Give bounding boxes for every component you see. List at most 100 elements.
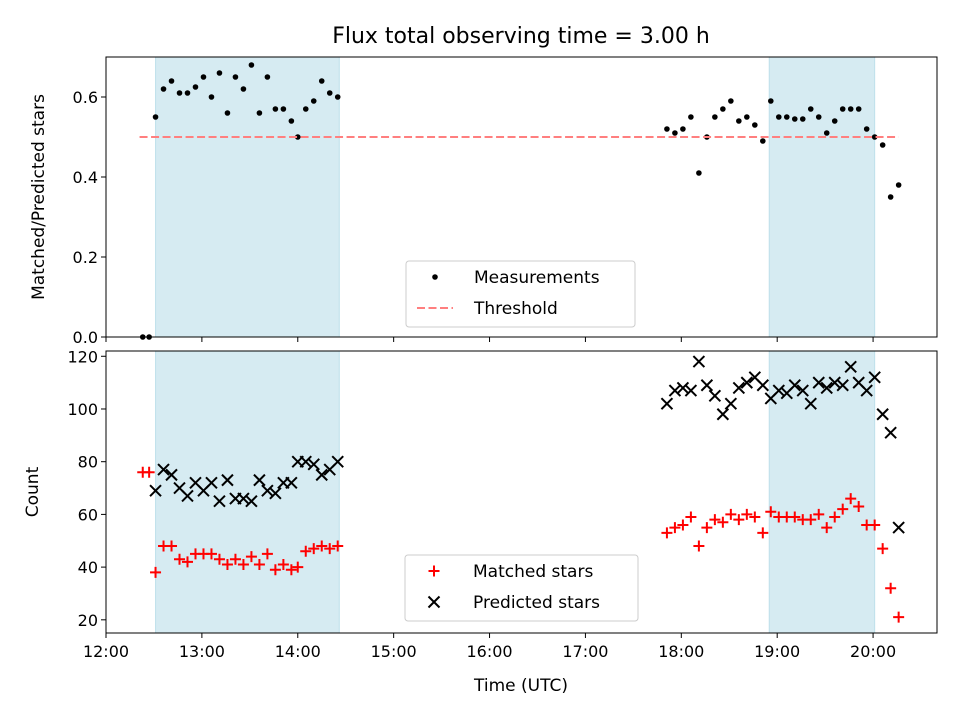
matched-stars-point-10 (213, 553, 225, 565)
bot-y-tick-label-1: 40 (78, 558, 98, 577)
measurements-point-3 (160, 86, 167, 92)
measurements-point-32 (712, 114, 718, 120)
matched-stars-point-24 (324, 543, 336, 555)
matched-stars-point-15 (253, 558, 265, 570)
measurements-point-29 (688, 114, 694, 120)
predicted-stars-point-49 (860, 384, 873, 397)
bot-y-tick-label-3: 80 (78, 453, 98, 472)
measurements-point-39 (768, 98, 774, 104)
matched-stars-point-12 (229, 553, 241, 565)
matched-stars-point-22 (308, 543, 320, 555)
matched-stars-point-13 (237, 558, 249, 570)
matched-stars-point-26 (661, 527, 673, 539)
ratio-plot-frame (105, 56, 938, 338)
x-tick-label-2: 14:00 (275, 642, 321, 661)
count-shaded-intervals (155, 350, 876, 634)
predicted-stars-point-30 (708, 389, 722, 403)
matched-stars-point-21 (300, 545, 312, 557)
measurements-point-12 (232, 74, 239, 80)
matched-stars-point-46 (821, 522, 833, 534)
predicted-stars-point-8 (213, 495, 226, 508)
matched-stars-point-38 (757, 527, 769, 539)
predicted-stars-point-42 (804, 397, 817, 410)
measurements-point-40 (775, 114, 782, 120)
bot-y-tick-label-0: 20 (78, 611, 98, 630)
measurements-point-27 (672, 130, 678, 136)
predicted-stars-point-23 (331, 455, 344, 468)
matched-stars-point-36 (741, 508, 753, 520)
matched-stars-point-54 (885, 582, 897, 594)
matched-stars-point-28 (677, 519, 689, 531)
count-legend: Matched stars Predicted stars (404, 554, 639, 622)
matched-stars-point-2 (150, 566, 162, 578)
bot-y-tick-label-5: 120 (67, 347, 98, 366)
count-y-axis-label: Count (23, 466, 43, 517)
predicted-stars-point-31 (716, 408, 730, 421)
matched-stars-point-20 (292, 561, 304, 573)
top-y-tick-label-3: 0.6 (73, 88, 98, 107)
predicted-stars-point-13 (253, 473, 266, 487)
measurements-point-53 (879, 142, 886, 148)
matched-stars-point-30 (693, 540, 705, 552)
x-tick-label-7: 19:00 (754, 642, 800, 661)
predicted-stars-legend-label: Predicted stars (473, 593, 600, 613)
matched-stars-point-1 (143, 466, 155, 478)
ratio-marks (139, 62, 902, 340)
predicted-stars-point-50 (868, 371, 881, 384)
measurements-point-47 (831, 118, 838, 124)
measurements-point-10 (216, 70, 223, 76)
ratio-x-axis (105, 337, 874, 342)
predicted-stars-point-38 (772, 384, 785, 397)
measurements-point-25 (334, 94, 341, 100)
matched-stars-point-17 (269, 564, 281, 576)
measurements-point-41 (783, 114, 790, 120)
bot-shaded-interval-0 (155, 350, 340, 634)
predicted-stars-point-36 (756, 379, 770, 392)
matched-stars-point-34 (725, 508, 737, 520)
top-y-tick-label-0: 0.0 (73, 328, 98, 347)
bot-shaded-interval-1 (768, 350, 876, 634)
matched-stars-point-29 (685, 511, 697, 523)
x-tick-label-3: 15:00 (371, 642, 417, 661)
ratio-y-axis: 0.0 0.2 0.4 0.6 (73, 88, 106, 347)
matched-stars-point-50 (853, 500, 865, 512)
matched-stars-point-23 (316, 540, 328, 552)
x-tick-label-4: 16:00 (466, 642, 512, 661)
measurements-point-42 (791, 116, 798, 122)
matched-stars-point-42 (789, 511, 801, 523)
measurements-point-43 (799, 116, 806, 122)
matched-stars-point-16 (261, 548, 273, 560)
predicted-stars-point-17 (285, 476, 298, 489)
predicted-stars-point-40 (788, 379, 801, 392)
predicted-stars-point-25 (668, 384, 682, 397)
measurements-point-48 (839, 106, 846, 112)
count-plot-frame (105, 350, 938, 634)
measurements-point-8 (200, 74, 207, 80)
matched-stars-point-53 (877, 543, 889, 555)
measurements-point-24 (326, 90, 333, 96)
measurements-point-5 (176, 90, 183, 96)
top-shaded-interval-1 (768, 56, 876, 338)
measurements-point-34 (728, 98, 734, 104)
measurements-point-33 (720, 106, 726, 112)
measurements-point-18 (280, 106, 287, 112)
measurements-point-15 (256, 110, 263, 116)
measurements-point-52 (871, 134, 878, 140)
matched-stars-point-19 (285, 564, 297, 576)
matched-stars-point-37 (749, 511, 761, 523)
predicted-stars-point-52 (884, 426, 897, 439)
predicted-stars-point-20 (307, 458, 320, 471)
predicted-stars-point-15 (269, 487, 282, 500)
ratio-legend: Measurements Threshold (405, 260, 636, 328)
predicted-stars-point-46 (836, 379, 849, 392)
predicted-stars-point-27 (684, 384, 698, 397)
predicted-stars-point-24 (660, 397, 674, 410)
measurements-point-36 (744, 114, 750, 120)
measurements-point-49 (847, 106, 854, 112)
matched-stars-legend-swatch (428, 565, 440, 577)
count-x-axis: 12:00 13:00 14:00 15:00 16:00 17:00 18:00 19:00… (83, 633, 896, 661)
predicted-stars-point-7 (205, 476, 218, 489)
predicted-stars-point-2 (165, 468, 178, 482)
bot-y-tick-label-4: 100 (67, 400, 98, 419)
